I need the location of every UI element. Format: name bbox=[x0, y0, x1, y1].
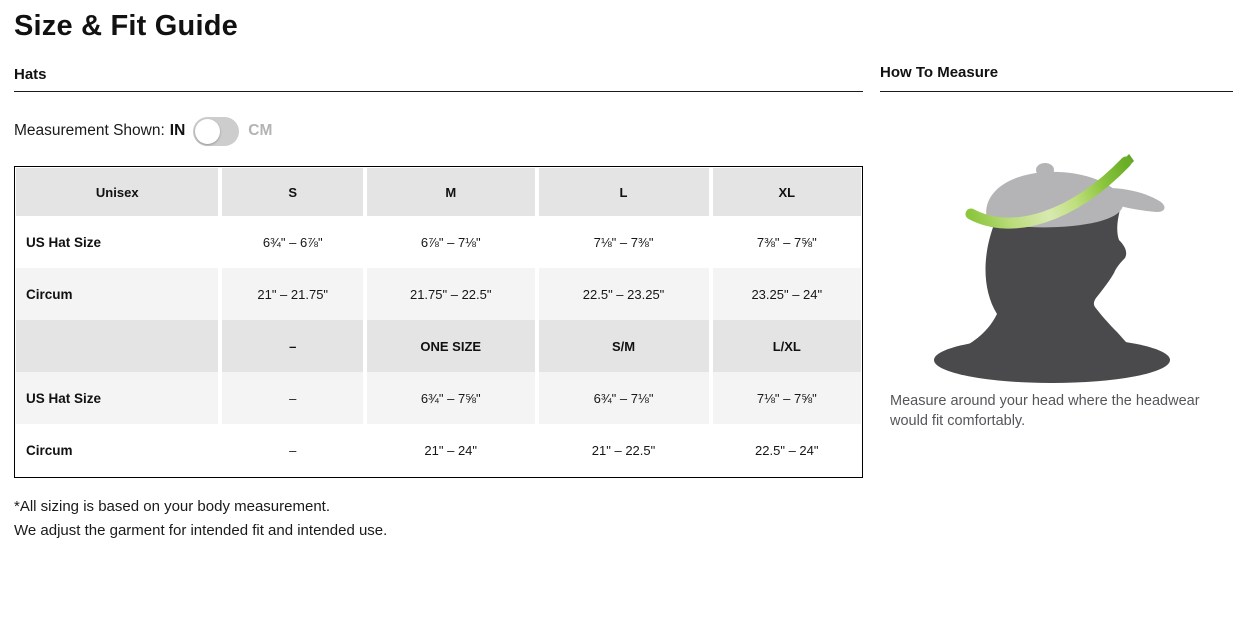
size-table: Unisex S M L XL US Hat Size 6¾" – 6⅞" 6⅞… bbox=[14, 166, 863, 478]
size-value-cell: 22.5" – 23.25" bbox=[534, 268, 711, 320]
table-header-cell: S/M bbox=[534, 320, 711, 372]
table-header-cell: XL bbox=[708, 168, 861, 216]
toggle-knob[interactable] bbox=[195, 118, 221, 144]
table-header-cell: Unisex bbox=[16, 168, 221, 216]
row-label-cell: Circum bbox=[16, 424, 221, 476]
table-header-row-1: Unisex S M L XL bbox=[16, 168, 861, 216]
size-value-cell: 6¾" – 6⅞" bbox=[218, 216, 365, 268]
footnote-line-2: We adjust the garment for intended fit a… bbox=[14, 521, 388, 539]
size-value-cell: 7⅜" – 7⅝" bbox=[708, 216, 861, 268]
row-label-cell: US Hat Size bbox=[16, 372, 221, 424]
table-header-cell bbox=[16, 320, 221, 372]
measure-caption: Measure around your head where the headw… bbox=[890, 393, 1200, 429]
size-value-cell: 6⅞" – 7⅛" bbox=[362, 216, 537, 268]
table-header-cell: – bbox=[218, 320, 365, 372]
hats-section-divider bbox=[14, 91, 863, 92]
measurement-unit-in: IN bbox=[169, 122, 186, 139]
page-title: Size & Fit Guide bbox=[14, 10, 238, 42]
row-label-cell: US Hat Size bbox=[16, 216, 221, 268]
size-value-cell: 6¾" – 7⅝" bbox=[362, 372, 537, 424]
table-row-circum-1: Circum 21" – 21.75" 21.75" – 22.5" 22.5"… bbox=[16, 268, 861, 320]
size-value-cell: 21.75" – 22.5" bbox=[362, 268, 537, 320]
section-label-hats: Hats bbox=[14, 66, 47, 83]
measurement-toggle-row: Measurement Shown: IN CM bbox=[14, 116, 272, 146]
size-value-cell: – bbox=[218, 424, 365, 476]
table-header-cell: S bbox=[218, 168, 365, 216]
size-value-cell: – bbox=[218, 372, 365, 424]
size-value-cell: 22.5" – 24" bbox=[708, 424, 861, 476]
table-row-us-hat-size-2: US Hat Size – 6¾" – 7⅝" 6¾" – 7⅛" 7⅛" – … bbox=[16, 372, 861, 424]
measurement-label: Measurement Shown: bbox=[14, 122, 165, 139]
measuring-tape bbox=[965, 156, 1132, 229]
table-row-circum-2: Circum – 21" – 24" 21" – 22.5" 22.5" – 2… bbox=[16, 424, 861, 476]
size-value-cell: 23.25" – 24" bbox=[708, 268, 861, 320]
table-header-cell: L/XL bbox=[708, 320, 861, 372]
size-value-cell: 21" – 22.5" bbox=[534, 424, 711, 476]
table-header-cell: ONE SIZE bbox=[362, 320, 537, 372]
table-header-row-2: – ONE SIZE S/M L/XL bbox=[16, 320, 861, 372]
size-value-cell: 7⅛" – 7⅜" bbox=[534, 216, 711, 268]
table-row-us-hat-size-1: US Hat Size 6¾" – 6⅞" 6⅞" – 7⅛" 7⅛" – 7⅜… bbox=[16, 216, 861, 268]
measurement-unit-cm: CM bbox=[248, 122, 273, 139]
sizing-footnotes: *All sizing is based on your body measur… bbox=[14, 495, 387, 542]
size-value-cell: 21" – 24" bbox=[362, 424, 537, 476]
size-value-cell: 21" – 21.75" bbox=[218, 268, 365, 320]
table-header-cell: M bbox=[362, 168, 537, 216]
cap-brim bbox=[1106, 188, 1165, 212]
footnote-line-1: *All sizing is based on your body measur… bbox=[14, 498, 330, 515]
row-label-cell: Circum bbox=[16, 268, 221, 320]
cap-dome bbox=[986, 171, 1123, 228]
head-silhouette bbox=[962, 206, 1139, 370]
table-header-cell: L bbox=[534, 168, 711, 216]
unit-toggle-switch[interactable] bbox=[193, 116, 240, 146]
how-to-measure-divider bbox=[880, 91, 1233, 92]
size-value-cell: 7⅛" – 7⅝" bbox=[708, 372, 861, 424]
head-measuring-illustration bbox=[934, 154, 1170, 383]
size-value-cell: 6¾" – 7⅛" bbox=[534, 372, 711, 424]
how-to-measure-title: How To Measure bbox=[880, 64, 999, 81]
